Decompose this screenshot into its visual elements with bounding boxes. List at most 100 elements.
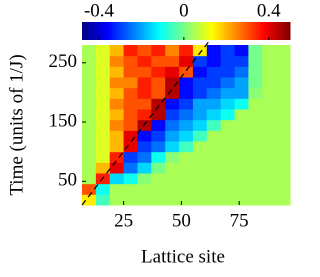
colorbar-swatch [138,22,141,40]
colorbar-swatch [232,22,235,40]
colorbar-swatch [186,22,189,40]
heatmap-cell [151,151,166,163]
colorbar-swatch [118,22,121,40]
heatmap-cell [109,162,125,174]
colorbar-swatch [260,22,263,40]
heatmap-cell [82,151,97,163]
colorbar-swatch [234,22,237,40]
heatmap-cell [137,98,152,110]
heatmap-cell [206,98,222,110]
heatmap-cell [248,173,263,185]
heatmap-cell [276,130,291,142]
colorbar-swatch [162,22,165,40]
heatmap-cell [220,77,236,89]
heatmap-cell [192,183,208,195]
heatmap-cell [109,151,125,163]
colorbar-tick-label: 0 [179,0,189,21]
colorbar-swatch [268,22,271,40]
colorbar-swatch [264,22,267,40]
colorbar-swatch [240,22,243,40]
colorbar-swatch [108,22,111,40]
heatmap-cell [137,77,152,89]
heatmap-cell [220,55,236,67]
heatmap-cell [82,162,97,174]
heatmap-cell [95,87,111,99]
colorbar-swatch [146,22,149,40]
heatmap-cell [137,45,152,57]
heatmap-cell [137,119,152,131]
heatmap-cell [137,162,152,174]
heatmap-cell [179,151,194,163]
heatmap-cell [179,55,194,67]
heatmap-cell [109,194,125,206]
colorbar-swatch [248,22,251,40]
heatmap-cell [248,119,263,131]
heatmap-cell [276,109,291,121]
heatmap-cell [123,87,138,99]
heatmap-cell [248,183,263,195]
heatmap-cell [109,77,125,89]
heatmap-cell [276,183,291,195]
heatmap-cell [82,87,97,99]
colorbar-swatch [200,22,203,40]
heatmap-cell [165,98,180,110]
heatmap-cell [262,119,277,131]
colorbar-swatch [172,22,175,40]
heatmap-cell [95,77,111,89]
heatmap-cell [276,151,291,163]
colorbar-swatch [154,22,157,40]
heatmap-cell [220,151,236,163]
heatmap-cell [206,45,222,57]
heatmap-cell [123,66,138,78]
heatmap-cell [109,119,125,131]
colorbar-swatch [100,22,103,40]
colorbar-swatch [216,22,219,40]
heatmap-cell [82,194,97,206]
heatmap-cell [137,130,152,142]
heatmap-cell [123,119,138,131]
heatmap-cell [206,87,222,99]
colorbar-swatch [104,22,107,40]
heatmap-cell [206,55,222,67]
heatmap-cell [192,162,208,174]
heatmap-cell [192,141,208,153]
colorbar-swatch [204,22,207,40]
heatmap-cell [234,151,249,163]
heatmap-cell [95,98,111,110]
heatmap-cell [276,45,291,57]
heatmap-cell [220,183,236,195]
heatmap-cell [262,162,277,174]
heatmap-cell [95,141,111,153]
colorbar-swatch [174,22,177,40]
colorbar-swatch [128,22,131,40]
heatmap-cell [220,141,236,153]
heatmap-cell [276,194,291,206]
y-axis-label: Time (units of 1/J) [6,54,27,195]
heatmap-cell [192,55,208,67]
heatmap-cell [95,194,111,206]
heatmap-cell [206,130,222,142]
heatmap-cell [179,194,194,206]
heatmap-cell [95,130,111,142]
colorbar-swatch [120,22,123,40]
heatmap-cell [234,55,249,67]
heatmap-cell [262,141,277,153]
colorbar-swatch [196,22,199,40]
colorbar-swatch [250,22,253,40]
heatmap-cell [220,109,236,121]
heatmap-cell [151,45,166,57]
heatmap-cell [206,119,222,131]
heatmap-cell [165,194,180,206]
heatmap-cell [165,109,180,121]
heatmap-cell [137,66,152,78]
colorbar-swatch [184,22,187,40]
colorbar-swatch [158,22,161,40]
heatmap-cell [82,45,97,57]
heatmap-cell [82,98,97,110]
heatmap-cell [95,183,111,195]
heatmap-cell [179,119,194,131]
heatmap-cell [262,45,277,57]
heatmap-cell [248,77,263,89]
heatmap-cell [276,173,291,185]
colorbar-tick-label: 0.4 [257,0,281,21]
